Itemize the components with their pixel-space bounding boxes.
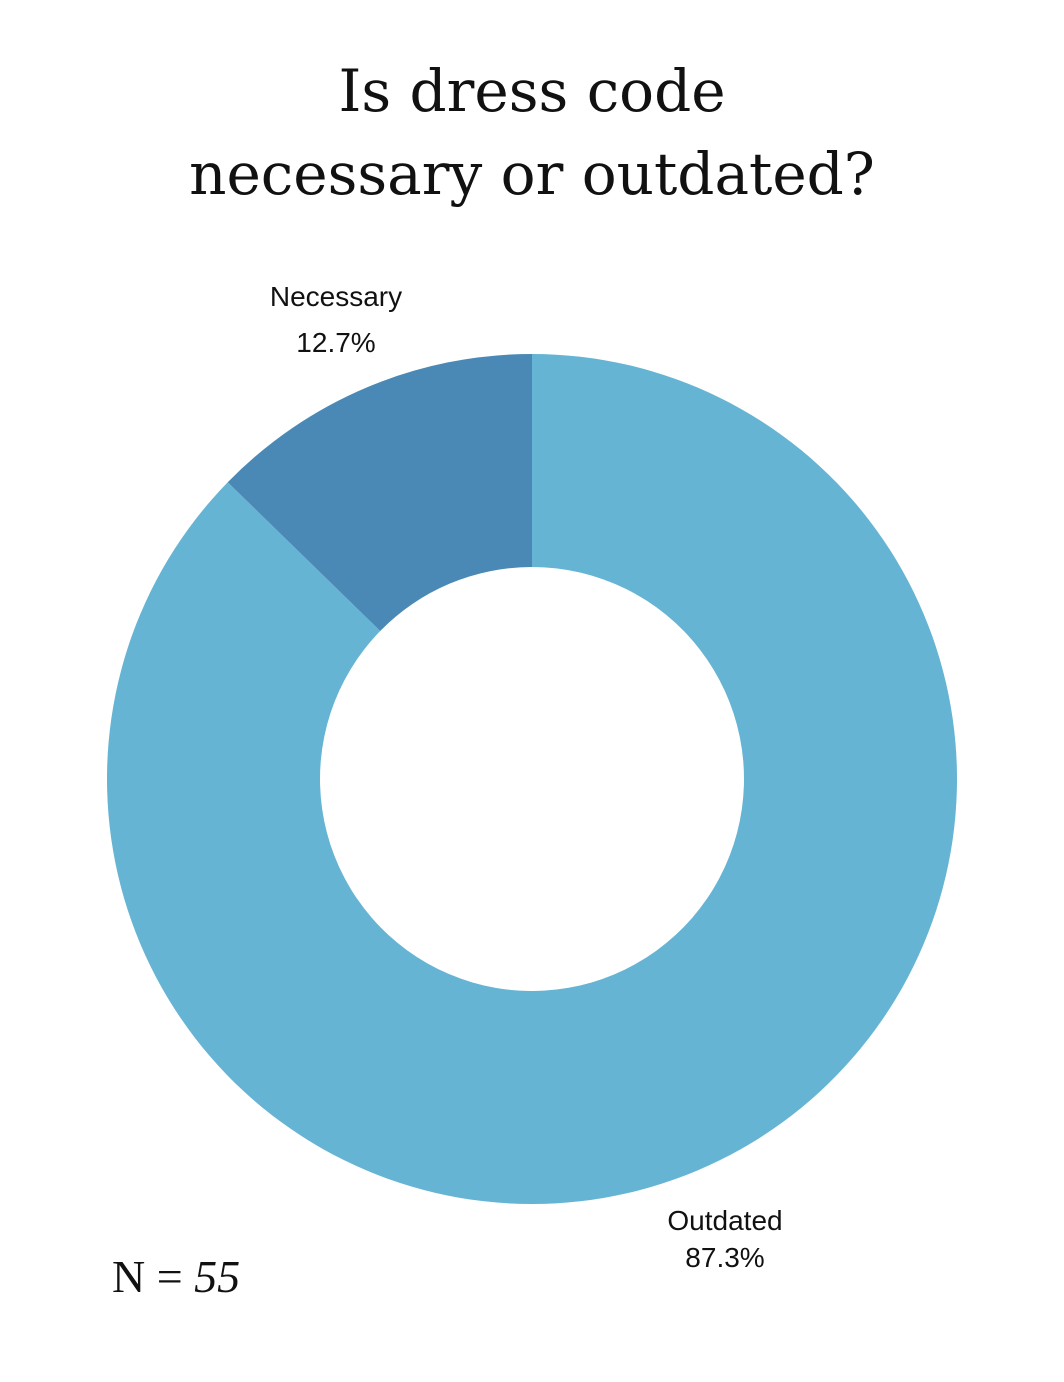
slice-label-outdated: Outdated [667, 1205, 782, 1236]
slice-value-necessary: 12.7% [296, 327, 375, 358]
sample-size-label: N = 55 [112, 1254, 240, 1300]
slice-outdated [107, 354, 958, 1204]
sample-size-value: 55 [194, 1251, 241, 1302]
chart-title-line-1: Is dress code [338, 57, 726, 125]
sample-size-prefix: N = [112, 1251, 195, 1302]
donut-slices [107, 354, 958, 1204]
slice-necessary [227, 354, 532, 631]
chart-title-line-2: necessary or outdated? [189, 140, 875, 208]
slice-label-necessary: Necessary [270, 281, 402, 312]
slice-value-outdated: 87.3% [685, 1242, 764, 1273]
donut-labels: Necessary 12.7% Outdated 87.3% [270, 281, 783, 1273]
